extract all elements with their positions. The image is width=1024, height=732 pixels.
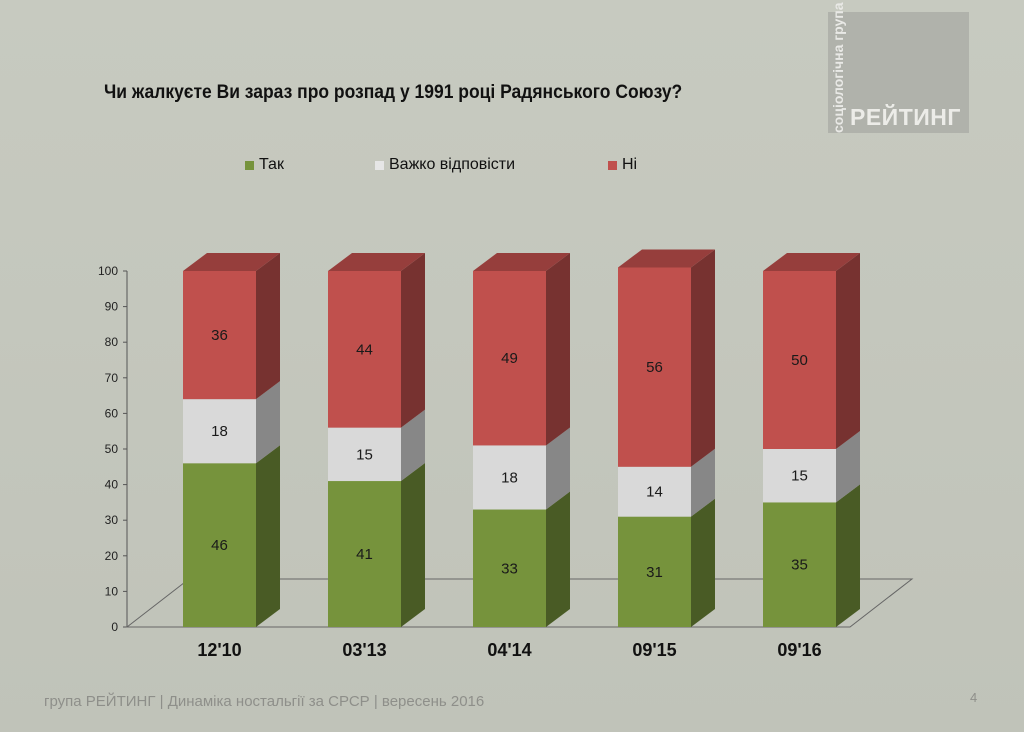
x-tick-label: 03'13	[342, 640, 386, 660]
data-label: 14	[646, 484, 663, 501]
data-label: 18	[501, 469, 518, 486]
legend-label: Важко відповісти	[389, 156, 516, 173]
y-tick-label: 80	[105, 335, 119, 349]
footer-text: група РЕЙТИНГ | Динаміка ностальгії за С…	[44, 693, 485, 710]
legend-item-ni: Ні	[608, 156, 637, 174]
bar-segment	[473, 445, 546, 510]
data-label: 31	[646, 564, 663, 581]
bar-segment	[183, 399, 256, 464]
brand-logo-text: РЕЙТИНГ	[850, 104, 961, 130]
chart-floor	[125, 578, 914, 628]
bar-segment	[618, 516, 691, 627]
legend-item-vazhko: Важко відповісти	[375, 156, 515, 174]
data-label: 56	[646, 359, 663, 376]
bar-segment	[473, 271, 546, 446]
data-label: 15	[356, 446, 373, 463]
bar-segment	[763, 271, 836, 449]
bar-segment	[328, 271, 401, 428]
bar-side	[256, 381, 280, 464]
y-tick-label: 10	[105, 584, 119, 598]
legend-label: Ні	[622, 156, 638, 173]
legend-swatch	[375, 160, 384, 170]
bar-side	[836, 431, 860, 503]
x-tick-label: 09'16	[777, 640, 821, 660]
y-tick-label: 0	[111, 620, 118, 634]
bar-side	[836, 253, 860, 449]
bar-top	[473, 253, 570, 271]
y-tick-label: 40	[105, 478, 119, 492]
legend-label: Так	[259, 156, 284, 173]
bar-side	[546, 427, 570, 510]
bar-side	[691, 249, 715, 467]
y-tick-label: 60	[105, 406, 119, 420]
chart-title: Чи жалкуєте Ви зараз про розпад у 1991 р…	[104, 82, 683, 103]
data-label: 50	[791, 352, 808, 369]
bar-top	[183, 253, 280, 271]
page-number: 4	[970, 690, 978, 705]
bar-side	[691, 498, 715, 627]
bar-segment	[473, 509, 546, 627]
y-tick-label: 20	[105, 549, 119, 563]
bar-segment	[183, 463, 256, 627]
bar-top	[618, 249, 715, 268]
bar-segment	[618, 466, 691, 517]
bar-side	[256, 445, 280, 627]
legend-swatch	[245, 160, 254, 170]
data-label: 36	[211, 327, 228, 344]
y-tick-label: 90	[105, 300, 119, 314]
brand-logo	[828, 12, 969, 133]
data-label: 41	[356, 546, 373, 563]
bar-side	[401, 409, 425, 482]
x-tick-label: 09'15	[632, 640, 676, 660]
legend: Так Важко відповісти Ні	[0, 156, 1024, 176]
bar-segment	[183, 271, 256, 400]
data-label: 49	[501, 350, 518, 367]
data-label: 15	[791, 468, 808, 485]
y-tick-label: 50	[105, 442, 119, 456]
bar-side	[546, 491, 570, 627]
data-label: 44	[356, 341, 373, 358]
data-label: 35	[791, 557, 808, 574]
x-tick-label: 04'14	[487, 640, 531, 660]
bar-segment	[763, 449, 836, 503]
bar-side	[401, 463, 425, 627]
bar-segment	[328, 481, 401, 627]
data-label: 33	[501, 560, 518, 577]
data-label: 46	[211, 537, 228, 554]
legend-swatch	[608, 160, 617, 170]
bar-top	[763, 253, 860, 271]
bar-side	[546, 253, 570, 446]
x-tick-label: 12'10	[197, 640, 241, 660]
bar-side	[401, 253, 425, 428]
bar-segment	[763, 502, 836, 627]
bar-top	[328, 253, 425, 271]
bar-segment	[618, 267, 691, 467]
bar-segment	[328, 427, 401, 482]
y-tick-label: 100	[98, 264, 118, 278]
y-tick-label: 30	[105, 513, 119, 527]
bar-side	[256, 253, 280, 400]
legend-item-tak: Так	[245, 156, 284, 174]
bar-side	[691, 448, 715, 517]
data-label: 18	[211, 423, 228, 440]
bar-side	[836, 484, 860, 627]
y-tick-label: 70	[105, 371, 119, 385]
